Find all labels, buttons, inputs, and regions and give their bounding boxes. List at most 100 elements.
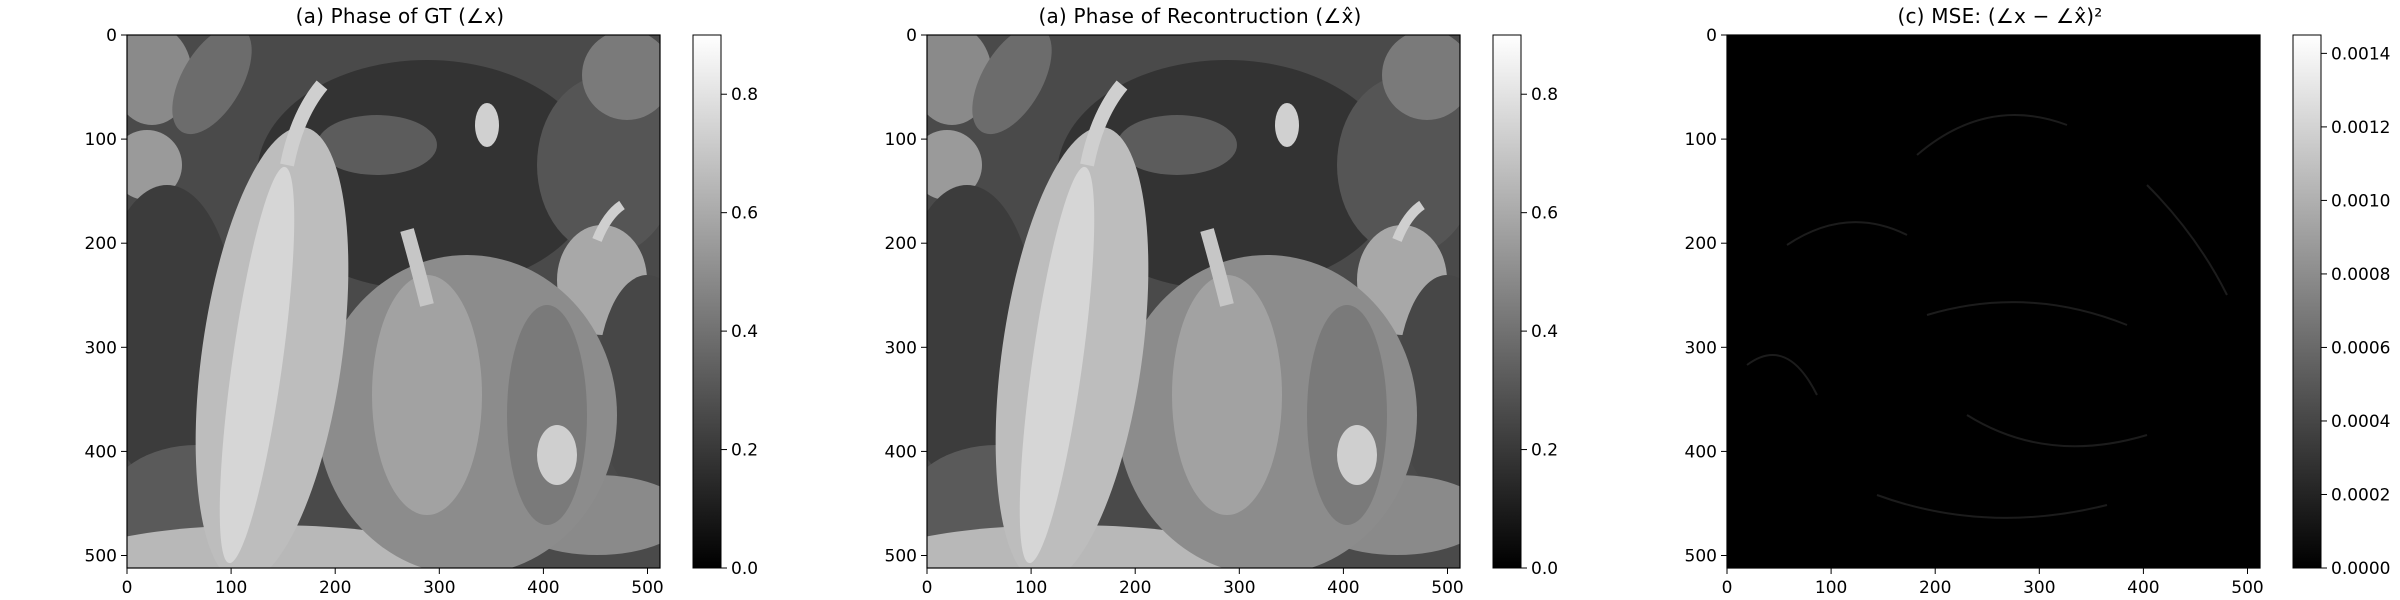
panel-mse: (c) MSE: (∠x − ∠x̂)² 0 100 200 300 400 500 0 10… bbox=[1600, 0, 2400, 600]
y-tick-label: 300 bbox=[1685, 338, 1717, 358]
x-tick-label: 0 bbox=[122, 578, 133, 598]
axes-frame bbox=[1726, 34, 2261, 569]
x-tick-label: 100 bbox=[215, 578, 247, 598]
image-region bbox=[1307, 305, 1387, 525]
error-trace bbox=[1746, 354, 1818, 396]
y-tick-label: 500 bbox=[85, 547, 117, 567]
colorbar-tick-label: 0.8 bbox=[731, 85, 758, 105]
y-tick-label: 100 bbox=[885, 130, 917, 150]
y-tick-label: 200 bbox=[85, 234, 117, 254]
x-tick-label: 300 bbox=[2023, 578, 2055, 598]
error-trace bbox=[1786, 221, 1908, 246]
image-area bbox=[127, 35, 660, 568]
y-tick-label: 500 bbox=[1685, 547, 1717, 567]
plot-mse: 0 100 200 300 400 50001002003004005000.00000.… bbox=[1685, 26, 2391, 598]
colorbar bbox=[2292, 34, 2322, 569]
image-region bbox=[1382, 35, 1460, 120]
colorbar-tick-label: 0.0000 bbox=[2331, 559, 2390, 579]
x-tick-label: 500 bbox=[631, 578, 663, 598]
error-trace bbox=[2146, 184, 2228, 296]
image-region bbox=[372, 275, 482, 515]
colorbar-tick-label: 0.8 bbox=[1531, 85, 1558, 105]
plot-reconstruction-phase: 0 100 200 300 400 50001002003004005000.00.20.… bbox=[885, 26, 1559, 598]
colorbar-tick-label: 0.0010 bbox=[2331, 191, 2390, 211]
image-region bbox=[280, 80, 328, 167]
axes-frame bbox=[126, 34, 661, 569]
image-region bbox=[507, 305, 587, 525]
image-region bbox=[400, 228, 434, 307]
panel-reconstruction-phase: (a) Phase of Recontruction (∠x̂) 0 100 200… bbox=[800, 0, 1600, 600]
x-tick-label: 500 bbox=[2231, 578, 2263, 598]
colorbar-tick-label: 0.0014 bbox=[2331, 44, 2390, 64]
x-tick-label: 100 bbox=[1815, 578, 1847, 598]
y-tick-label: 200 bbox=[885, 234, 917, 254]
x-tick-label: 200 bbox=[319, 578, 351, 598]
y-tick-label: 0 bbox=[906, 26, 917, 46]
colorbar-tick-label: 0.0008 bbox=[2331, 265, 2390, 285]
image-region bbox=[972, 35, 1052, 135]
image-region bbox=[1019, 166, 1095, 564]
image-area bbox=[1727, 35, 2260, 568]
y-tick-label: 400 bbox=[85, 442, 117, 462]
colorbar bbox=[692, 34, 722, 569]
y-tick-label: 500 bbox=[885, 547, 917, 567]
colorbar-tick-label: 0.0 bbox=[731, 559, 758, 579]
x-tick-label: 300 bbox=[1223, 578, 1255, 598]
colorbar-tick-label: 0.2 bbox=[1531, 441, 1558, 461]
colorbar-tick-label: 0.4 bbox=[731, 322, 758, 342]
panel-title: (c) MSE: (∠x − ∠x̂)² bbox=[1897, 4, 2103, 28]
y-tick-label: 300 bbox=[885, 338, 917, 358]
image-region bbox=[1117, 115, 1237, 175]
image-region bbox=[537, 75, 660, 255]
colorbar-tick-label: 0.0 bbox=[1531, 559, 1558, 579]
error-trace bbox=[1916, 114, 2068, 156]
y-tick-label: 200 bbox=[1685, 234, 1717, 254]
colorbar bbox=[1492, 34, 1522, 569]
x-tick-label: 400 bbox=[1327, 578, 1359, 598]
image-region bbox=[219, 166, 295, 564]
y-tick-label: 400 bbox=[885, 442, 917, 462]
plot-gt-phase: 0 100 200 300 400 50001002003004005000.00.20.… bbox=[85, 26, 759, 598]
panel-title: (a) Phase of Recontruction (∠x̂) bbox=[1038, 4, 1362, 28]
image-region bbox=[1392, 200, 1425, 242]
y-tick-label: 400 bbox=[1685, 442, 1717, 462]
image-background bbox=[1727, 35, 2260, 568]
x-tick-label: 0 bbox=[1722, 578, 1733, 598]
colorbar-tick-label: 0.6 bbox=[731, 204, 758, 224]
colorbar-tick-label: 0.2 bbox=[731, 441, 758, 461]
colorbar-tick-label: 0.0004 bbox=[2331, 412, 2390, 432]
x-tick-label: 200 bbox=[1919, 578, 1951, 598]
image-region bbox=[927, 130, 982, 200]
image-region bbox=[1337, 75, 1460, 255]
image-region bbox=[1172, 275, 1282, 515]
image-region bbox=[475, 103, 499, 147]
x-tick-label: 500 bbox=[1431, 578, 1463, 598]
y-tick-label: 300 bbox=[85, 338, 117, 358]
x-tick-label: 200 bbox=[1119, 578, 1151, 598]
image-region bbox=[1275, 103, 1299, 147]
y-tick-label: 0 bbox=[106, 26, 117, 46]
x-tick-label: 400 bbox=[2127, 578, 2159, 598]
colorbar-tick-label: 0.0002 bbox=[2331, 485, 2390, 505]
colorbar-tick-label: 0.0012 bbox=[2331, 118, 2390, 138]
image-region bbox=[317, 115, 437, 175]
image-region bbox=[592, 200, 625, 242]
x-tick-label: 0 bbox=[922, 578, 933, 598]
image-region bbox=[1080, 80, 1128, 167]
image-region bbox=[537, 425, 577, 485]
colorbar-tick-label: 0.4 bbox=[1531, 322, 1558, 342]
y-tick-label: 100 bbox=[85, 130, 117, 150]
image-region bbox=[1337, 425, 1377, 485]
colorbar-tick-label: 0.6 bbox=[1531, 204, 1558, 224]
x-tick-label: 400 bbox=[527, 578, 559, 598]
image-region bbox=[582, 35, 660, 120]
y-tick-label: 100 bbox=[1685, 130, 1717, 150]
error-trace bbox=[1876, 494, 2108, 519]
error-trace bbox=[1926, 301, 2128, 326]
axes-frame bbox=[926, 34, 1461, 569]
error-trace bbox=[1966, 414, 2148, 448]
y-tick-label: 0 bbox=[1706, 26, 1717, 46]
image-region bbox=[127, 130, 182, 200]
image-area bbox=[927, 35, 1460, 568]
